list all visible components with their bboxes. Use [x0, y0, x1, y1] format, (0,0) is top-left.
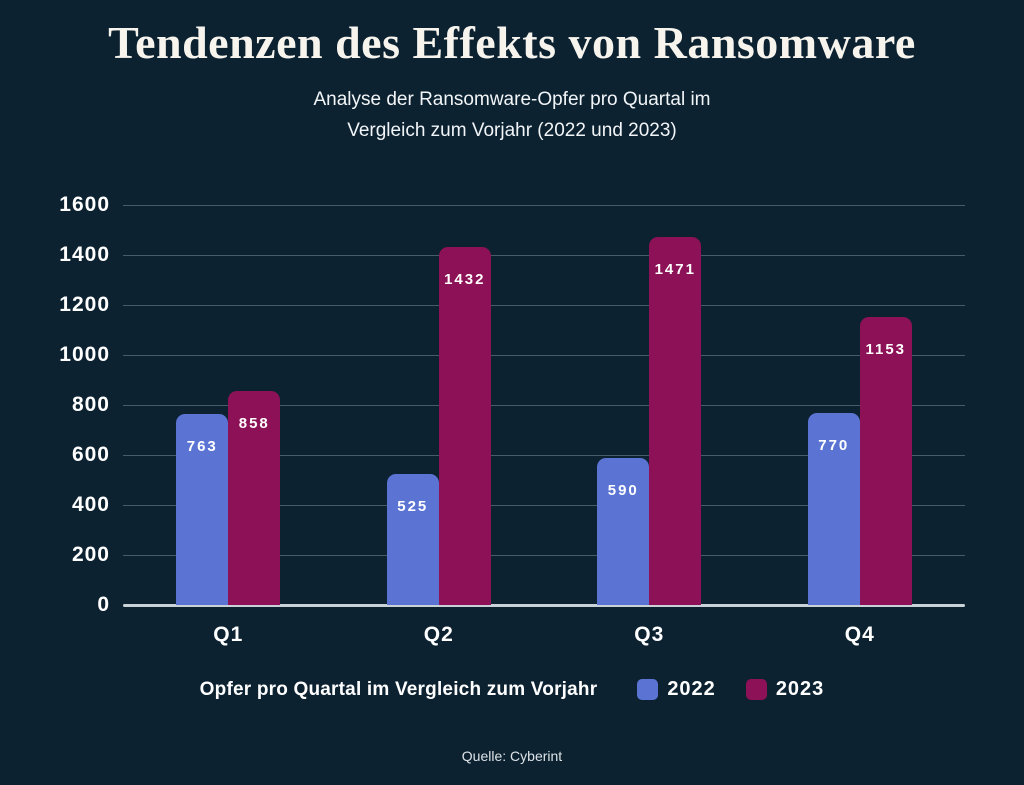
gridline: [123, 205, 965, 206]
y-tick-label: 0: [97, 593, 110, 616]
y-tick-label: 400: [71, 493, 110, 516]
bar-2023-q2: 1432: [438, 247, 491, 605]
bar-2022-q4: 770: [807, 412, 860, 605]
chart-legend: Opfer pro Quartal im Vergleich zum Vorja…: [0, 678, 1024, 701]
legend-swatch-2023: [745, 679, 767, 700]
y-tick-label: 600: [71, 443, 110, 466]
legend-items: 2022 2023: [637, 678, 824, 701]
chart-subtitle: Analyse der Ransomware-Opfer pro Quartal…: [0, 84, 1024, 146]
gridline: [123, 555, 965, 556]
legend-item-2023: 2023: [745, 678, 825, 701]
page-title: Tendenzen des Effekts von Ransomware: [108, 17, 916, 68]
y-tick-label: 1600: [59, 193, 110, 216]
y-tick-label: 1200: [59, 293, 110, 316]
bar-2022-q1: 763: [176, 414, 229, 605]
x-tick-label-q1: Q1: [213, 623, 244, 646]
subtitle-line-2: Vergleich zum Vorjahr (2022 und 2023): [347, 120, 677, 141]
bar-value-label: 590: [607, 481, 639, 499]
bar-value-label: 770: [818, 436, 850, 454]
x-tick-label-q2: Q2: [423, 623, 454, 646]
x-axis-line: [123, 604, 965, 607]
subtitle-line-1: Analyse der Ransomware-Opfer pro Quartal…: [313, 89, 711, 110]
gridline: [123, 455, 965, 456]
y-tick-label: 1400: [59, 243, 110, 266]
bar-2023-q3: 1471: [649, 237, 702, 605]
x-tick-label-q3: Q3: [634, 623, 665, 646]
gridline: [123, 255, 965, 256]
bar-value-label: 858: [238, 414, 270, 432]
x-tick-label-q4: Q4: [844, 623, 875, 646]
legend-item-label: 2023: [775, 678, 825, 700]
y-tick-label: 1000: [59, 343, 110, 366]
bar-2023-q1: 858: [228, 390, 281, 605]
bar-chart-plot-area: 763 858 525 1432 590 1471 770 1153: [123, 205, 965, 607]
bar-2023-q4: 1153: [859, 316, 912, 605]
bar-value-label: 525: [397, 497, 429, 515]
legend-title: Opfer pro Quartal im Vergleich zum Vorja…: [199, 678, 598, 700]
legend-item-label: 2022: [667, 678, 716, 700]
legend-item-2022: 2022: [637, 678, 716, 701]
bar-2022-q2: 525: [386, 473, 439, 605]
gridline: [123, 405, 965, 406]
bar-value-label: 1153: [865, 340, 907, 358]
gridline: [123, 355, 965, 356]
bar-2022-q3: 590: [597, 457, 650, 605]
y-tick-label: 200: [71, 543, 110, 566]
y-tick-label: 800: [71, 393, 110, 416]
legend-swatch-2022: [637, 679, 659, 700]
bar-value-label: 1432: [444, 271, 486, 288]
bar-value-label: 1471: [654, 261, 696, 279]
gridline: [123, 505, 965, 506]
bar-value-label: 763: [186, 438, 218, 456]
gridline: [123, 305, 965, 306]
source-credit: Quelle: Cyberint: [461, 748, 563, 764]
